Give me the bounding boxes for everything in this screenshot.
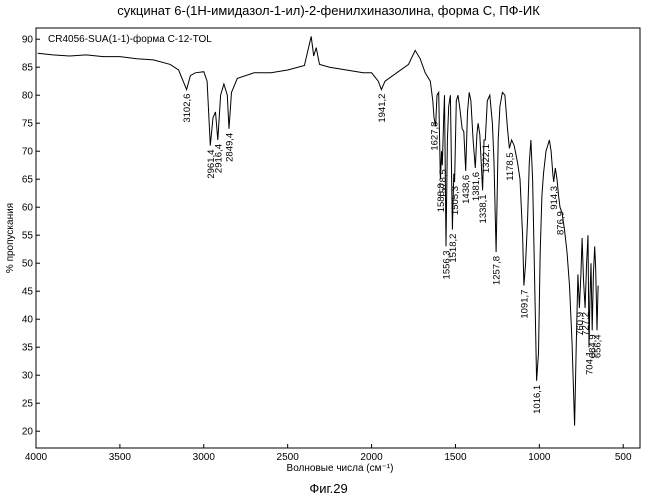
x-tick-label: 1000: [528, 452, 551, 463]
peak-label: 3102,6: [182, 94, 193, 123]
peak-label: 727,2: [581, 312, 592, 336]
peak-label: 1518,2: [448, 234, 459, 263]
peak-label: 1556,3: [442, 250, 453, 279]
x-axis-ticks: 4000 3500 3000 2500 2000 1500 1000 500: [25, 444, 632, 463]
x-tick-label: 500: [615, 452, 632, 463]
peak-label: 1588,8: [436, 183, 447, 212]
peak-label: 2849,4: [225, 133, 236, 162]
peak-label: 2961,4: [206, 150, 217, 179]
peak-label: 1091,7: [519, 290, 530, 319]
x-tick-label: 3500: [109, 452, 132, 463]
y-tick-label: 85: [22, 63, 34, 74]
figure-caption: Фиг.29: [309, 481, 348, 496]
plot-frame: [35, 27, 641, 449]
y-tick-label: 20: [22, 427, 34, 438]
peak-label: 2916,4: [213, 144, 224, 173]
y-tick-label: 35: [22, 343, 34, 354]
x-tick-label: 3000: [193, 452, 216, 463]
peak-label: 1505,3: [450, 186, 461, 215]
x-axis-label: Волновые числа (см⁻¹): [287, 463, 394, 474]
peak-label: 1627,8: [430, 122, 441, 151]
series-line-spectrum: [37, 36, 599, 426]
y-tick-label: 30: [22, 371, 34, 382]
chart-title: сукцинат 6-(1Н-имидазол-1-ил)-2-фенилхин…: [117, 3, 540, 18]
x-tick-label: 4000: [25, 452, 48, 463]
peak-label: 1257,8: [492, 256, 503, 285]
x-tick-label: 2000: [360, 452, 383, 463]
y-tick-label: 65: [22, 175, 34, 186]
peak-label: 1381,6: [471, 172, 482, 201]
peak-label: 656,4: [593, 334, 604, 358]
x-tick-label: 1500: [444, 452, 467, 463]
y-tick-label: 50: [22, 259, 34, 270]
peak-label: 876,9: [556, 211, 567, 235]
y-tick-label: 55: [22, 231, 34, 242]
y-axis-ticks: 90 85 80 75 70 65 60 55 50 45 40 35 30 25 20: [22, 35, 40, 438]
y-tick-label: 25: [22, 399, 34, 410]
peak-label: 1178,5: [505, 152, 516, 180]
y-tick-label: 70: [22, 147, 34, 158]
peak-label: 914,3: [549, 186, 560, 210]
y-tick-label: 75: [22, 119, 34, 130]
peak-label: 1338,1: [478, 194, 489, 223]
y-axis-label: % пропускания: [5, 203, 16, 273]
peak-label: 1016,1: [532, 385, 543, 414]
y-tick-label: 40: [22, 315, 34, 326]
y-tick-label: 80: [22, 91, 34, 102]
peak-label: 1322,1: [481, 144, 492, 173]
peak-label: 704,1: [585, 351, 596, 375]
y-tick-label: 90: [22, 35, 34, 46]
peak-label: 684,9: [588, 334, 599, 358]
peak-label: 760,9: [575, 312, 586, 336]
sample-label: CR4056-SUA(1-1)-форма С-12-TOL: [48, 33, 212, 45]
y-tick-label: 60: [22, 203, 34, 214]
y-tick-label: 45: [22, 287, 34, 298]
peak-label: 1578,5: [438, 169, 449, 198]
peak-label: 1941,2: [377, 94, 388, 123]
peak-label: 1438,6: [461, 175, 472, 204]
x-tick-label: 2500: [277, 452, 300, 463]
